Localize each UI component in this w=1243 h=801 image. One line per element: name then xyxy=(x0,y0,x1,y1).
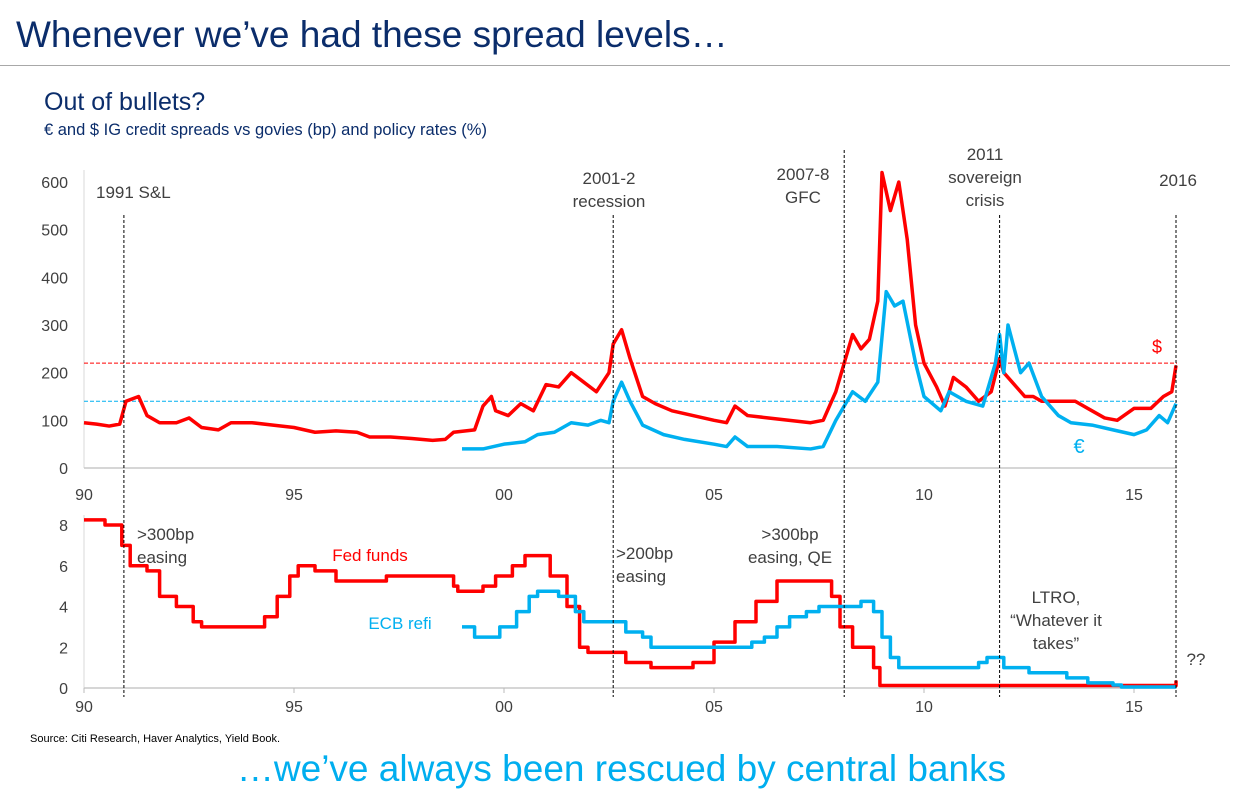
y-tick-label: 100 xyxy=(41,413,68,430)
event-annotation: >300bp xyxy=(761,525,818,544)
event-annotation: >300bp xyxy=(137,525,194,544)
event-annotation: “Whatever it xyxy=(1010,611,1102,630)
policy-rates-panel: 0 2 4 6 8 90 95 00 05 10 15 >300bp easing >200bp easin… xyxy=(59,515,1205,716)
event-annotation: 2011 xyxy=(967,145,1004,164)
event-annotation: 2016 xyxy=(1159,171,1197,190)
ecb-refi-label: ECB refi xyxy=(368,614,431,633)
fed-funds-line xyxy=(84,518,1178,688)
event-annotation: 2007-8 xyxy=(777,165,830,184)
usd-series-label: $ xyxy=(1152,337,1162,357)
y-tick-label: 0 xyxy=(59,461,68,478)
x-tick-label: 15 xyxy=(1125,699,1143,716)
header-divider xyxy=(0,65,1230,66)
x-tick-label: 05 xyxy=(705,487,723,504)
ecb-refi-line xyxy=(462,589,1176,689)
event-annotation: ?? xyxy=(1187,650,1206,669)
y-tick-label: 500 xyxy=(41,223,68,240)
y-tick-label: 0 xyxy=(59,681,68,698)
spreads-panel: 0 100 200 300 400 500 600 90 95 00 05 10 15 1991 S&L 2… xyxy=(41,145,1197,504)
chart-subtitle: € and $ IG credit spreads vs govies (bp)… xyxy=(44,121,487,139)
event-annotation: >200bp xyxy=(616,544,673,563)
x-tick-label: 90 xyxy=(75,699,93,716)
x-tick-label: 10 xyxy=(915,699,933,716)
event-annotation: easing xyxy=(616,567,666,586)
event-annotation: sovereign xyxy=(948,168,1022,187)
event-annotation: GFC xyxy=(785,188,821,207)
y-tick-label: 6 xyxy=(59,559,68,576)
event-annotation: 1991 S&L xyxy=(96,183,171,202)
y-tick-label: 300 xyxy=(41,318,68,335)
slide-footer: …we’ve always been rescued by central ba… xyxy=(236,748,1007,789)
x-tick-label: 00 xyxy=(495,699,513,716)
y-tick-label: 4 xyxy=(59,600,68,617)
y-tick-label: 200 xyxy=(41,366,68,383)
fed-funds-label: Fed funds xyxy=(332,546,408,565)
x-tick-label: 10 xyxy=(915,487,933,504)
event-annotation: recession xyxy=(573,192,646,211)
x-tick-label: 90 xyxy=(75,487,93,504)
eur-spread-line xyxy=(462,289,1178,451)
event-annotation: easing, QE xyxy=(748,548,832,567)
x-tick-label: 15 xyxy=(1125,487,1143,504)
event-annotation: easing xyxy=(137,548,187,567)
y-tick-label: 8 xyxy=(59,518,68,535)
eur-series-label: € xyxy=(1073,436,1084,458)
y-tick-label: 400 xyxy=(41,270,68,287)
y-tick-label: 2 xyxy=(59,640,68,657)
x-tick-label: 05 xyxy=(705,699,723,716)
event-annotation: crisis xyxy=(966,191,1005,210)
event-annotation: takes” xyxy=(1033,634,1080,653)
x-tick-label: 00 xyxy=(495,487,513,504)
x-tick-label: 95 xyxy=(285,699,303,716)
x-tick-label: 95 xyxy=(285,487,303,504)
event-annotation: LTRO, xyxy=(1032,588,1081,607)
slide-headline: Whenever we’ve had these spread levels… xyxy=(16,14,728,55)
event-lines xyxy=(123,150,1177,697)
source-note: Source: Citi Research, Haver Analytics, … xyxy=(30,733,281,745)
y-tick-label: 600 xyxy=(41,175,68,192)
chart-title: Out of bullets? xyxy=(44,88,206,116)
event-annotation: 2001-2 xyxy=(583,169,636,188)
